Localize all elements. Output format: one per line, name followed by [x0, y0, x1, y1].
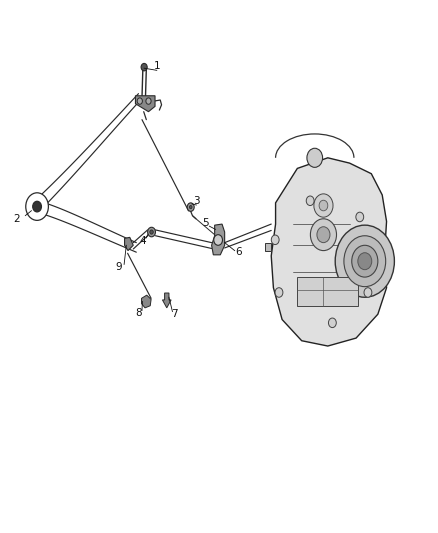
- Text: 2: 2: [14, 214, 21, 224]
- Circle shape: [214, 235, 223, 245]
- Circle shape: [335, 225, 394, 297]
- Text: 7: 7: [171, 309, 177, 319]
- Circle shape: [311, 219, 336, 251]
- Circle shape: [187, 203, 194, 212]
- Circle shape: [319, 200, 328, 211]
- Text: 3: 3: [193, 196, 200, 206]
- Text: 6: 6: [235, 247, 242, 257]
- Polygon shape: [135, 96, 155, 112]
- Circle shape: [358, 253, 372, 270]
- Circle shape: [352, 245, 378, 277]
- Circle shape: [307, 148, 322, 167]
- Circle shape: [306, 196, 314, 206]
- Text: 4: 4: [140, 236, 146, 246]
- Circle shape: [271, 235, 279, 245]
- Circle shape: [317, 227, 330, 243]
- Polygon shape: [212, 224, 225, 255]
- Circle shape: [328, 318, 336, 328]
- Polygon shape: [265, 243, 271, 251]
- Text: 8: 8: [136, 308, 142, 318]
- Circle shape: [356, 212, 364, 222]
- Bar: [297, 277, 358, 306]
- Circle shape: [146, 98, 151, 104]
- Circle shape: [150, 230, 153, 234]
- Text: 5: 5: [203, 218, 209, 228]
- Circle shape: [148, 227, 155, 237]
- Polygon shape: [124, 237, 133, 251]
- Circle shape: [344, 236, 386, 287]
- Text: 1: 1: [153, 61, 160, 71]
- Circle shape: [137, 98, 142, 104]
- Circle shape: [314, 194, 333, 217]
- Polygon shape: [271, 158, 387, 346]
- Circle shape: [33, 201, 42, 212]
- Text: 9: 9: [116, 262, 122, 271]
- Circle shape: [26, 193, 48, 220]
- Polygon shape: [162, 293, 171, 308]
- Circle shape: [189, 206, 192, 209]
- Circle shape: [364, 288, 372, 297]
- Circle shape: [141, 63, 147, 71]
- Circle shape: [275, 288, 283, 297]
- Polygon shape: [141, 295, 151, 308]
